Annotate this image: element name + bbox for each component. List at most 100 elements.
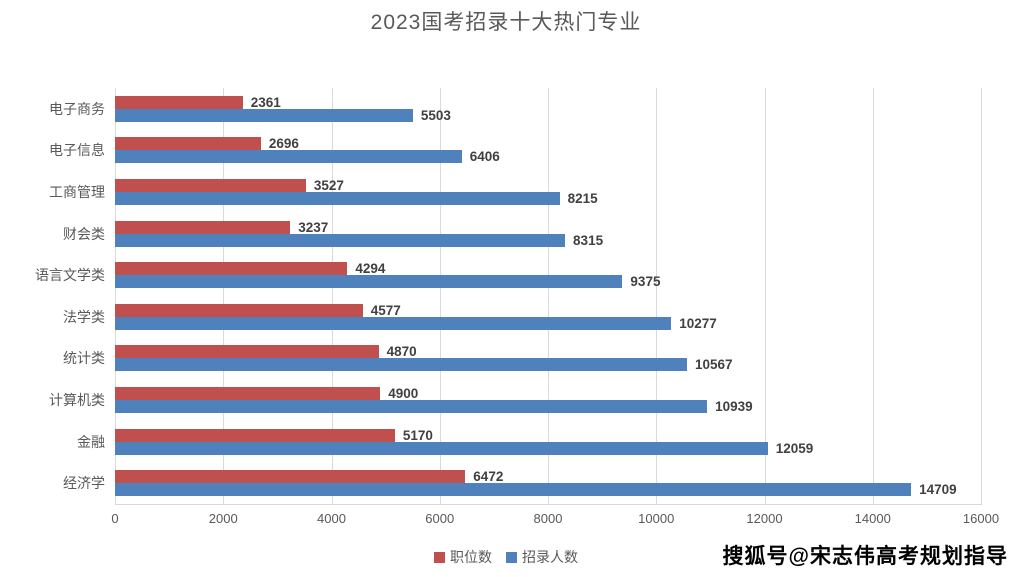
gridline [548, 88, 549, 505]
x-tick-label: 10000 [638, 511, 675, 526]
gridline [331, 88, 333, 505]
bar-row: 2696 [115, 136, 981, 152]
category-label: 统计类 [63, 350, 105, 367]
data-label: 10277 [679, 315, 717, 331]
bar-职位数 [115, 345, 379, 359]
data-label: 10939 [715, 398, 753, 414]
bar-招录人数 [115, 358, 687, 372]
data-label: 12059 [775, 440, 814, 456]
bar-职位数 [115, 386, 381, 400]
data-label: 2361 [250, 94, 281, 110]
bar-group: 经济学 6472 14709 [63, 462, 981, 504]
bar-row: 6406 [115, 149, 981, 165]
bar-row: 10277 [115, 317, 981, 330]
data-label: 8315 [573, 232, 604, 248]
gridline [223, 88, 225, 505]
data-label: 3527 [313, 177, 344, 193]
bar-职位数 [115, 178, 306, 192]
legend-item: 职位数 [434, 547, 492, 567]
bar-row: 12059 [115, 440, 981, 456]
bar-group: 电子信息 2696 6406 [49, 130, 981, 172]
bar-row: 3237 [115, 219, 981, 235]
gridline [439, 88, 441, 505]
legend-swatch-icon [506, 551, 517, 563]
data-label: 3237 [298, 219, 329, 235]
category-label: 财会类 [63, 225, 105, 242]
gridline [764, 88, 766, 505]
watermark: 搜狐号@宋志伟高考规划指导 [722, 545, 1008, 568]
data-label: 4870 [386, 344, 417, 360]
x-tick-label: 4000 [317, 511, 346, 526]
x-axis: 0 2000 4000 6000 8000 10000 12000 14000 16000 [111, 511, 999, 529]
bar-group: 财会类 3237 8315 [63, 213, 981, 255]
bar-row: 8215 [115, 192, 981, 205]
bar-row: 3527 [115, 179, 981, 192]
bar-招录人数 [115, 191, 560, 205]
bar-职位数 [115, 137, 261, 151]
data-label: 14709 [919, 482, 957, 498]
legend-label: 招录人数 [522, 549, 578, 565]
data-label: 9375 [630, 274, 661, 290]
gridline [981, 88, 982, 505]
x-tick-label: 14000 [854, 511, 891, 526]
legend-item: 招录人数 [506, 547, 578, 567]
bar-row: 4577 [115, 304, 981, 317]
bar-row: 8315 [115, 232, 981, 248]
data-label: 2696 [268, 136, 299, 152]
category-label: 语言文学类 [35, 267, 105, 284]
gridline [115, 88, 116, 505]
bar-招录人数 [115, 108, 413, 122]
bar-row: 14709 [115, 483, 981, 496]
category-label: 工商管理 [49, 183, 105, 200]
data-label: 6406 [469, 149, 500, 165]
data-label: 10567 [694, 357, 733, 373]
bar-row: 9375 [115, 275, 981, 288]
bar-招录人数 [115, 399, 708, 413]
bar-职位数 [115, 262, 348, 276]
data-label: 4900 [388, 385, 419, 401]
gridline [872, 88, 874, 505]
bar-招录人数 [115, 233, 566, 247]
category-label: 金融 [77, 433, 105, 450]
data-label: 4577 [370, 302, 401, 318]
legend: 职位数 招录人数 [0, 547, 1012, 567]
bar-row: 2361 [115, 96, 981, 109]
x-tick-label: 0 [111, 511, 119, 526]
bar-group: 工商管理 3527 8215 [49, 171, 981, 213]
bar-group: 统计类 4870 10567 [63, 338, 981, 380]
bar-row: 5503 [115, 109, 981, 122]
x-tick-label: 12000 [746, 511, 783, 526]
bar-rows: 电子商务 2361 5503 电子信息 2696 6406 工商管理 3527 8215 财会类 3… [35, 88, 981, 505]
data-label: 8215 [567, 190, 598, 206]
x-tick-label: 2000 [208, 511, 238, 526]
legend-swatch-icon [434, 551, 445, 563]
chart-title: 2023国考招录十大热门专业 [370, 11, 642, 34]
bar-招录人数 [115, 441, 768, 455]
category-label: 计算机类 [49, 391, 105, 408]
data-label: 6472 [473, 469, 504, 485]
bar-row: 4294 [115, 262, 981, 275]
x-tick-label: 6000 [425, 511, 455, 526]
bar-group: 电子商务 2361 5503 [49, 88, 981, 130]
bar-招录人数 [115, 275, 623, 289]
bar-group: 语言文学类 4294 9375 [35, 254, 981, 296]
x-tick-label: 8000 [533, 511, 563, 526]
bar-职位数 [115, 303, 363, 317]
bar-group: 计算机类 4900 10939 [49, 379, 981, 421]
bar-row: 4870 [115, 344, 981, 360]
x-tick-label: 16000 [962, 511, 1000, 526]
category-label: 电子商务 [49, 100, 105, 117]
bar-row: 4900 [115, 387, 981, 400]
data-label: 5170 [402, 427, 433, 443]
bar-row: 10567 [115, 357, 981, 373]
bar-group: 金融 5170 12059 [77, 421, 981, 463]
bar-row: 10939 [115, 400, 981, 413]
bar-职位数 [115, 470, 466, 484]
bar-职位数 [115, 95, 243, 109]
data-label: 4294 [355, 261, 386, 277]
bar-招录人数 [115, 483, 912, 497]
legend-label: 职位数 [450, 549, 492, 565]
bar-招录人数 [115, 150, 462, 164]
gridline [656, 88, 658, 505]
bar-招录人数 [115, 316, 672, 330]
